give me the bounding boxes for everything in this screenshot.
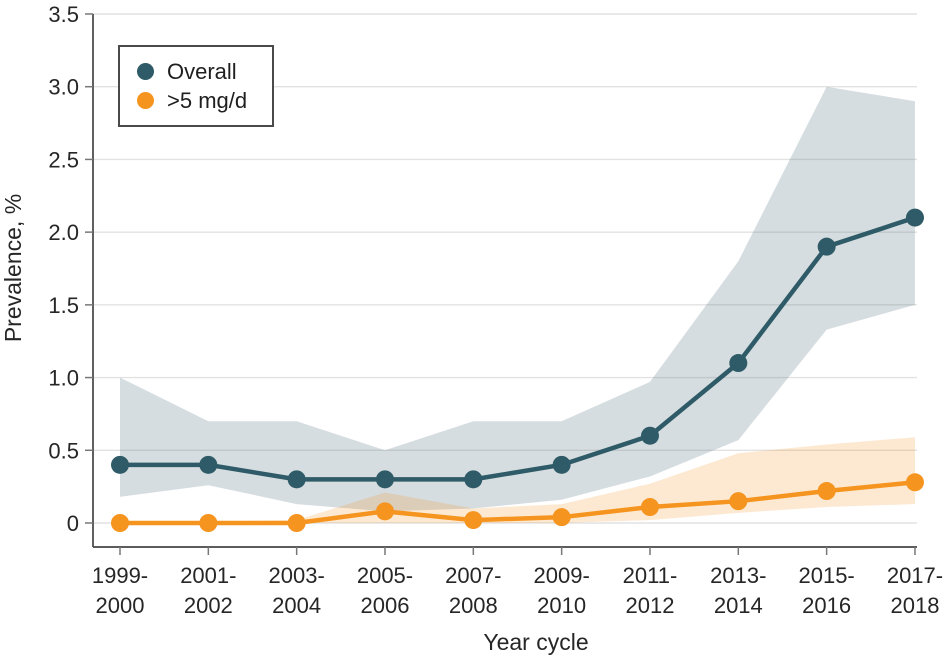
gt5mgd-point bbox=[640, 498, 659, 517]
overall-point bbox=[287, 470, 306, 489]
gt5mgd-point bbox=[287, 514, 306, 532]
gt5mgd-point bbox=[729, 492, 748, 511]
overall-point bbox=[905, 208, 924, 227]
x-tick-label: 2013-2014 bbox=[710, 563, 766, 618]
y-tick-label: 0 bbox=[67, 511, 79, 536]
y-tick-label: 0.5 bbox=[48, 438, 79, 463]
y-tick-label: 2.5 bbox=[48, 147, 79, 172]
gt5mgd-point bbox=[817, 482, 836, 501]
y-tick-label: 3.5 bbox=[48, 2, 79, 27]
gt5mgd-legend-marker-icon bbox=[137, 92, 154, 109]
overall-point bbox=[729, 354, 748, 373]
overall-point bbox=[111, 455, 129, 474]
overall-point bbox=[552, 455, 571, 474]
overall-legend-label: Overall bbox=[167, 58, 237, 84]
y-tick-label: 1.0 bbox=[48, 366, 79, 391]
x-tick-label: 2001-2002 bbox=[180, 563, 236, 618]
x-tick-label: 2017-2018 bbox=[887, 563, 943, 618]
x-tick-label: 1999-2000 bbox=[92, 563, 148, 618]
gt5mgd-line bbox=[117, 480, 918, 526]
overall-point bbox=[375, 470, 394, 489]
y-axis-title: Prevalence, % bbox=[0, 194, 26, 342]
x-tick-label: 2007-2008 bbox=[445, 563, 501, 618]
gt5mgd-point bbox=[111, 514, 129, 532]
x-tick-label: 2003-2004 bbox=[269, 563, 325, 618]
gt5mgd-point bbox=[552, 508, 571, 527]
gt5mgd-legend-label: >5 mg/d bbox=[167, 87, 248, 113]
legend-item-overall: Overall bbox=[137, 58, 272, 84]
overall-point bbox=[817, 237, 836, 256]
overall-legend-marker-icon bbox=[137, 63, 154, 80]
x-tick-label: 2009-2010 bbox=[534, 563, 590, 618]
gt5mgd-point bbox=[905, 473, 924, 492]
y-tick-label: 2.0 bbox=[48, 220, 79, 245]
overall-point bbox=[199, 455, 218, 474]
y-tick-label: 1.5 bbox=[48, 293, 79, 318]
overall-point bbox=[640, 426, 659, 445]
y-tick-label: 3.0 bbox=[48, 75, 79, 100]
overall-ci-band bbox=[120, 86, 915, 512]
legend: Overall >5 mg/d bbox=[118, 45, 274, 127]
x-tick-label: 2005-2006 bbox=[357, 563, 413, 618]
gt5mgd-point bbox=[464, 511, 483, 530]
gt5mgd-point bbox=[375, 502, 394, 521]
overall-point bbox=[464, 470, 483, 489]
x-tick-label: 2015-2016 bbox=[798, 563, 854, 618]
x-tick-label: 2011-2012 bbox=[623, 563, 678, 618]
legend-item-gt5mgd: >5 mg/d bbox=[137, 87, 272, 113]
overall-line bbox=[117, 215, 918, 482]
gt5mgd-point bbox=[199, 514, 218, 532]
x-axis-title: Year cycle bbox=[483, 629, 588, 655]
